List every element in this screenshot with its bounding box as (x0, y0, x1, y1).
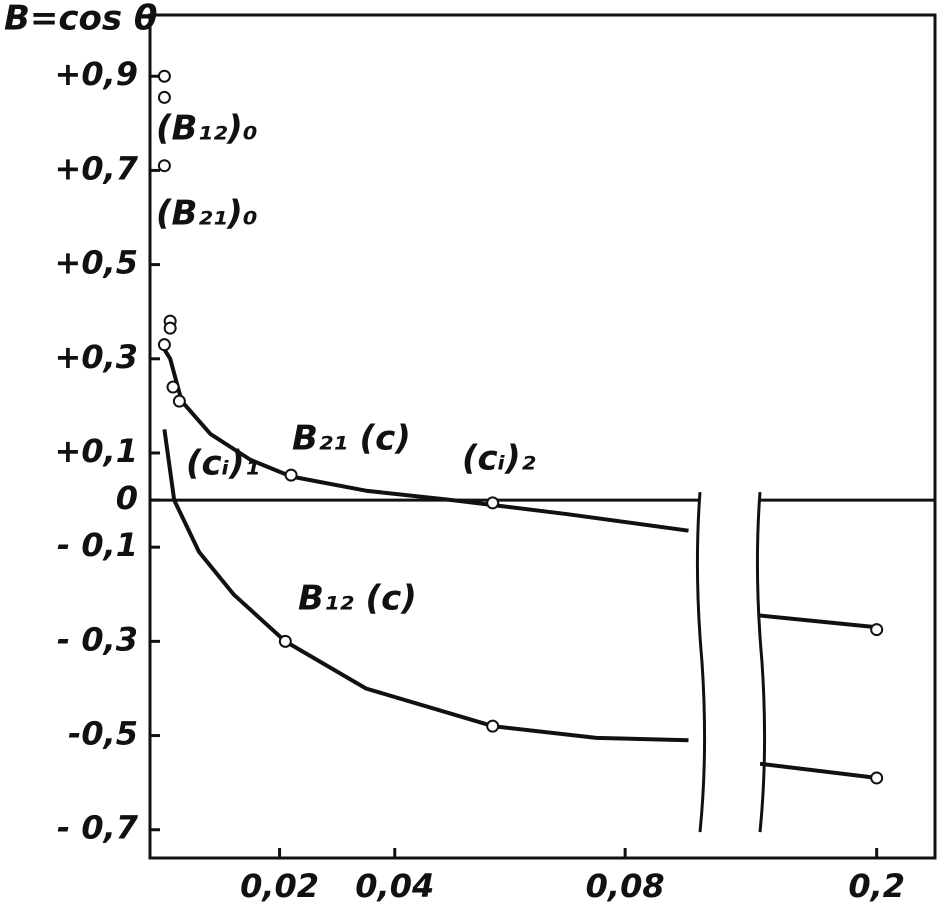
y-tick-label: +0,3 (55, 338, 139, 376)
series-label: B₂₁ (c) (292, 419, 411, 459)
y-tick-label: - 0,3 (57, 620, 138, 658)
annotation: (B₂₁)₀ (156, 194, 258, 234)
plot-frame (148, 13, 937, 860)
x-tick-label: 0,02 (240, 867, 319, 905)
series-label: B₁₂ (c) (298, 579, 417, 619)
data-point (163, 321, 177, 335)
data-point (166, 380, 180, 394)
x-tick-label: 0,08 (586, 867, 665, 905)
break-edge (755, 491, 767, 833)
y-axis-label: B=cos θ (4, 0, 157, 39)
data-point (157, 338, 171, 352)
data-point (284, 468, 298, 482)
data-point (486, 496, 500, 510)
y-tick-label: - 0,1 (57, 526, 138, 564)
data-point (870, 623, 884, 637)
break-edge (695, 491, 707, 833)
annotation: (cᵢ)₂ (462, 439, 536, 479)
data-point (157, 159, 171, 173)
y-tick-label: 0 (116, 479, 138, 517)
x-tick-label: 0,2 (848, 867, 905, 905)
series-line (162, 429, 877, 780)
series-line (162, 348, 877, 630)
data-point (172, 394, 186, 408)
data-point (157, 90, 171, 104)
y-tick-label: +0,1 (55, 432, 139, 470)
data-point (486, 719, 500, 733)
y-tick-label: - 0,7 (57, 809, 139, 847)
data-point (157, 69, 171, 83)
y-tick-label: -0,5 (68, 715, 138, 753)
annotation: (cᵢ)₁ (186, 444, 260, 484)
y-tick-label: +0,9 (55, 55, 139, 93)
axis-break (700, 492, 760, 833)
data-point (278, 634, 292, 648)
data-point (870, 771, 884, 785)
annotation: (B₁₂)₀ (156, 109, 258, 149)
y-tick-label: +0,7 (55, 149, 139, 187)
x-tick-label: 0,04 (355, 867, 434, 905)
y-tick-label: +0,5 (55, 244, 139, 282)
